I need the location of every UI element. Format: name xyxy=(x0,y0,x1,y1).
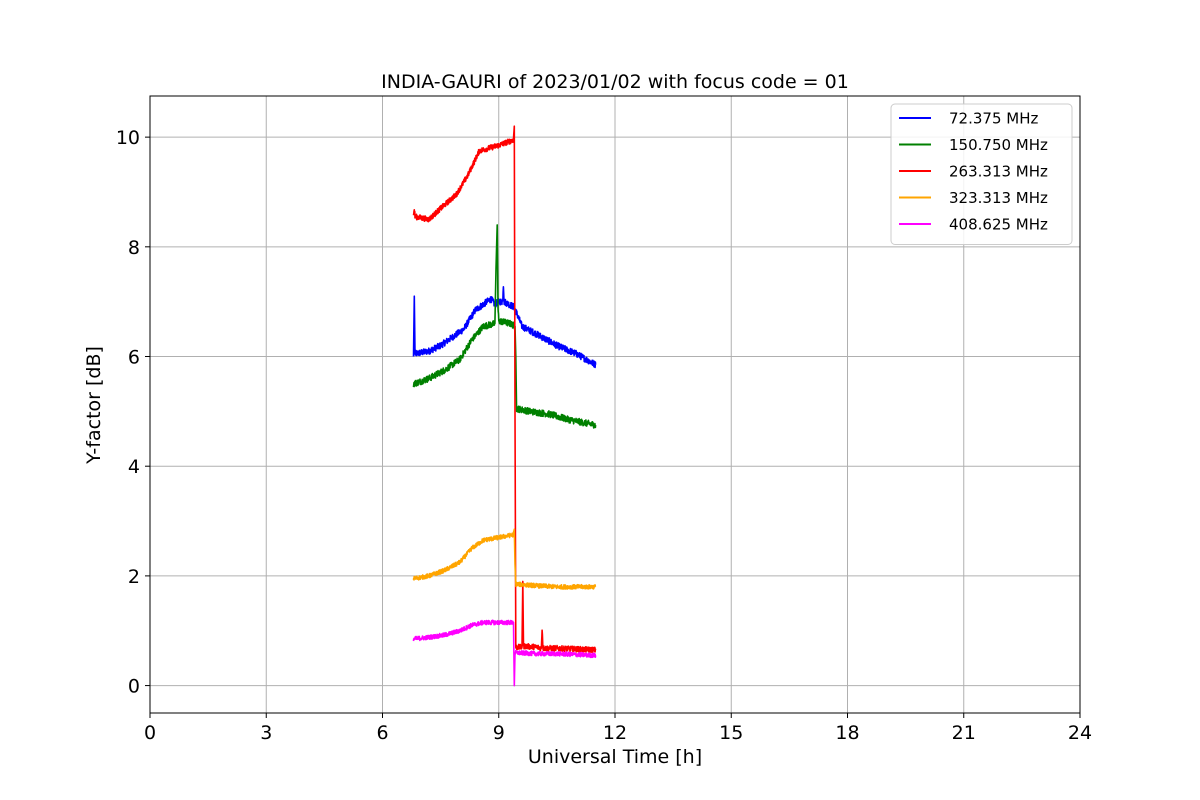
legend-entry-label: 72.375 MHz xyxy=(949,110,1038,128)
x-tick-label: 6 xyxy=(376,722,388,744)
y-tick-label: 6 xyxy=(128,347,140,369)
y-tick-label: 4 xyxy=(128,456,140,478)
series-line xyxy=(412,125,597,654)
y-tick-label: 0 xyxy=(128,676,140,698)
x-tick-label: 12 xyxy=(603,722,627,744)
x-tick-label: 18 xyxy=(835,722,859,744)
x-tick-label: 15 xyxy=(719,722,743,744)
legend-entry-label: 323.313 MHz xyxy=(949,189,1048,207)
x-tick-label: 24 xyxy=(1068,722,1092,744)
tick-marks xyxy=(145,136,1081,718)
legend-entry-label: 150.750 MHz xyxy=(949,136,1048,154)
y-tick-label: 8 xyxy=(128,237,140,259)
chart-title: INDIA-GAURI of 2023/01/02 with focus cod… xyxy=(381,71,849,93)
series-line xyxy=(412,224,597,429)
grid-lines xyxy=(149,96,1081,713)
x-tick-label: 21 xyxy=(952,722,976,744)
y-tick-label: 2 xyxy=(128,566,140,588)
series-line xyxy=(412,285,597,369)
y-tick-label: 10 xyxy=(116,127,140,149)
x-axis-title: Universal Time [h] xyxy=(528,746,702,768)
legend-entry-label: 263.313 MHz xyxy=(949,163,1048,181)
legend-box xyxy=(890,103,1073,245)
x-tick-label: 9 xyxy=(493,722,505,744)
y-axis-title: Y-factor [dB] xyxy=(83,346,105,465)
series-line xyxy=(412,619,597,687)
series-layer xyxy=(412,125,597,687)
x-tick-label: 0 xyxy=(144,722,156,744)
series-line xyxy=(412,528,597,590)
x-tick-label: 3 xyxy=(260,722,272,744)
legend-entry-label: 408.625 MHz xyxy=(949,216,1048,234)
legend: 72.375 MHz 150.750 MHz 263.313 MHz 323.313 … xyxy=(890,103,1073,245)
